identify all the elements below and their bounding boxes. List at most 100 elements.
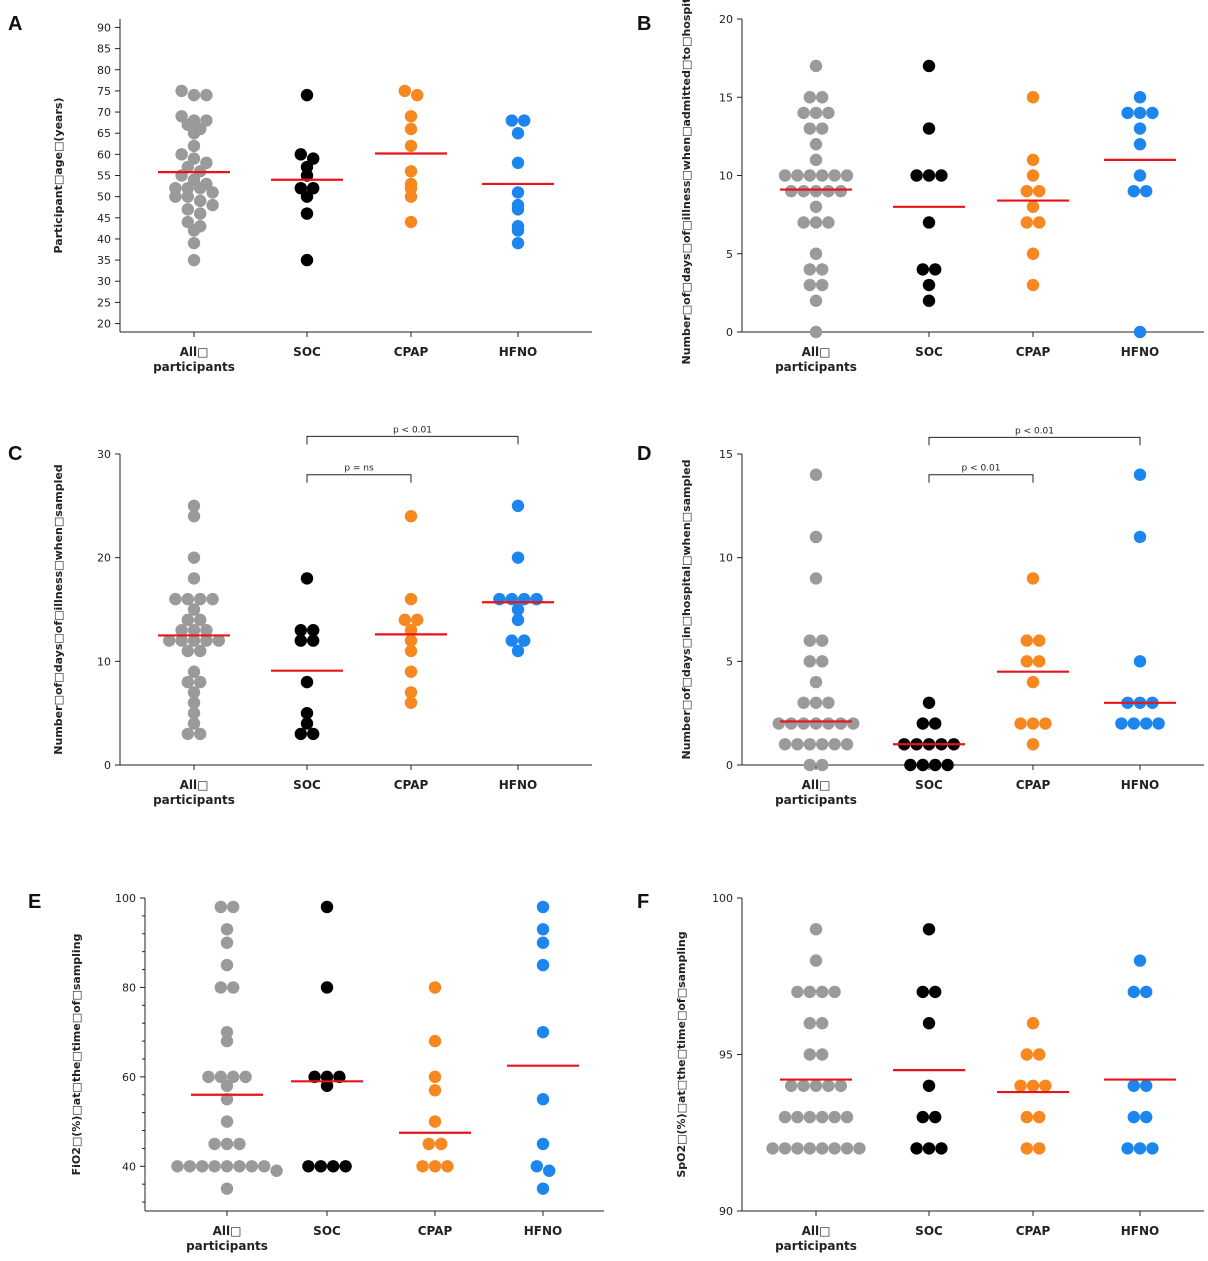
data-point xyxy=(1140,985,1153,999)
data-point xyxy=(511,224,525,237)
data-point xyxy=(227,1070,240,1084)
y-axis-label: Number□of□days□in□hospital□when□sampled xyxy=(680,460,693,760)
data-point xyxy=(809,675,823,689)
data-point xyxy=(435,1137,448,1151)
data-point xyxy=(404,686,418,699)
data-point xyxy=(206,198,219,212)
data-point xyxy=(187,236,201,250)
data-point xyxy=(270,1164,283,1177)
data-point xyxy=(834,184,847,198)
data-point xyxy=(300,253,314,267)
y-tick-label: 100 xyxy=(712,892,733,905)
data-point xyxy=(1020,1110,1033,1124)
data-point xyxy=(404,510,418,523)
significance-label: p = ns xyxy=(344,464,374,474)
data-point xyxy=(1121,106,1134,120)
data-point xyxy=(803,985,816,999)
data-point xyxy=(1026,169,1040,182)
data-point xyxy=(916,263,929,276)
data-point xyxy=(1140,1110,1153,1124)
data-point xyxy=(816,655,829,668)
data-point xyxy=(922,59,936,73)
data-point xyxy=(778,1142,792,1155)
data-point xyxy=(300,675,314,689)
panel-e: E 40 60 80 100 FiO2□(%)□at□the□time□of□sampli… xyxy=(28,891,604,1253)
data-point xyxy=(294,148,307,161)
data-point xyxy=(809,216,823,229)
data-point xyxy=(840,169,854,182)
data-point xyxy=(300,706,314,720)
data-point xyxy=(1026,247,1040,260)
panel-f: F 90 95 100 SpO2□(%)□at□the□time□of□sampling… xyxy=(637,891,1204,1253)
data-point xyxy=(797,696,810,709)
data-point xyxy=(1020,1142,1033,1155)
data-point xyxy=(194,727,207,741)
data-point xyxy=(169,592,182,606)
y-tick-label: 90 xyxy=(719,1205,733,1218)
data-point xyxy=(916,985,929,999)
data-point xyxy=(1020,634,1033,647)
data-point xyxy=(809,325,823,339)
data-point xyxy=(904,758,917,772)
data-point xyxy=(1140,1079,1153,1093)
y-tick-label: 60 xyxy=(122,1071,136,1084)
y-axis-label: SpO2□(%)□at□the□time□of□sampling xyxy=(675,931,688,1177)
data-point xyxy=(803,91,816,104)
panel-letter: B xyxy=(637,13,651,35)
y-tick-label: 50 xyxy=(97,191,111,204)
data-point xyxy=(791,985,804,999)
panel-letter: C xyxy=(8,443,22,465)
data-point xyxy=(922,278,936,292)
data-point xyxy=(809,923,823,936)
data-point xyxy=(834,717,847,730)
data-point xyxy=(428,981,442,994)
y-axis-label: Participant□age□(years) xyxy=(52,98,65,254)
data-point xyxy=(816,634,829,647)
data-point xyxy=(233,1137,246,1151)
data-point xyxy=(220,1160,234,1173)
data-point xyxy=(171,1160,184,1173)
y-tick-label: 60 xyxy=(97,148,111,161)
data-point xyxy=(809,106,823,120)
data-point xyxy=(187,253,201,267)
data-point xyxy=(187,717,201,730)
x-tick-label: All□ participants xyxy=(775,1224,857,1253)
data-point xyxy=(809,247,823,260)
data-point xyxy=(404,634,418,647)
data-point xyxy=(181,592,194,606)
data-point xyxy=(822,184,835,198)
data-point xyxy=(206,592,219,606)
data-point xyxy=(1133,954,1147,967)
data-point xyxy=(511,156,525,170)
data-point xyxy=(536,1137,550,1151)
x-tick-label: All□ participants xyxy=(775,778,857,807)
significance-bracket xyxy=(306,435,519,445)
data-point xyxy=(314,1160,327,1173)
data-point xyxy=(929,758,942,772)
data-point xyxy=(822,216,835,229)
data-point xyxy=(1026,572,1040,585)
data-point xyxy=(809,138,823,151)
data-point xyxy=(1020,184,1033,198)
data-point xyxy=(828,738,841,751)
data-point xyxy=(300,717,314,730)
data-point xyxy=(803,263,816,276)
data-point xyxy=(816,122,829,135)
data-point xyxy=(181,613,194,627)
data-point xyxy=(797,184,810,198)
data-point xyxy=(536,958,550,972)
data-point xyxy=(922,1079,936,1093)
data-point xyxy=(307,727,320,741)
data-point xyxy=(196,1160,209,1173)
data-point xyxy=(1133,122,1147,135)
data-point xyxy=(300,207,314,220)
y-axis-label: Number□of□days□of□illness□when□sampled xyxy=(52,464,65,754)
data-point xyxy=(214,900,227,914)
x-tick-label: HFNO xyxy=(1121,1224,1159,1238)
data-point xyxy=(1020,216,1033,229)
y-tick-label: 85 xyxy=(97,43,111,56)
data-point xyxy=(809,530,823,544)
data-point xyxy=(772,717,785,730)
x-tick-label: CPAP xyxy=(394,778,429,792)
